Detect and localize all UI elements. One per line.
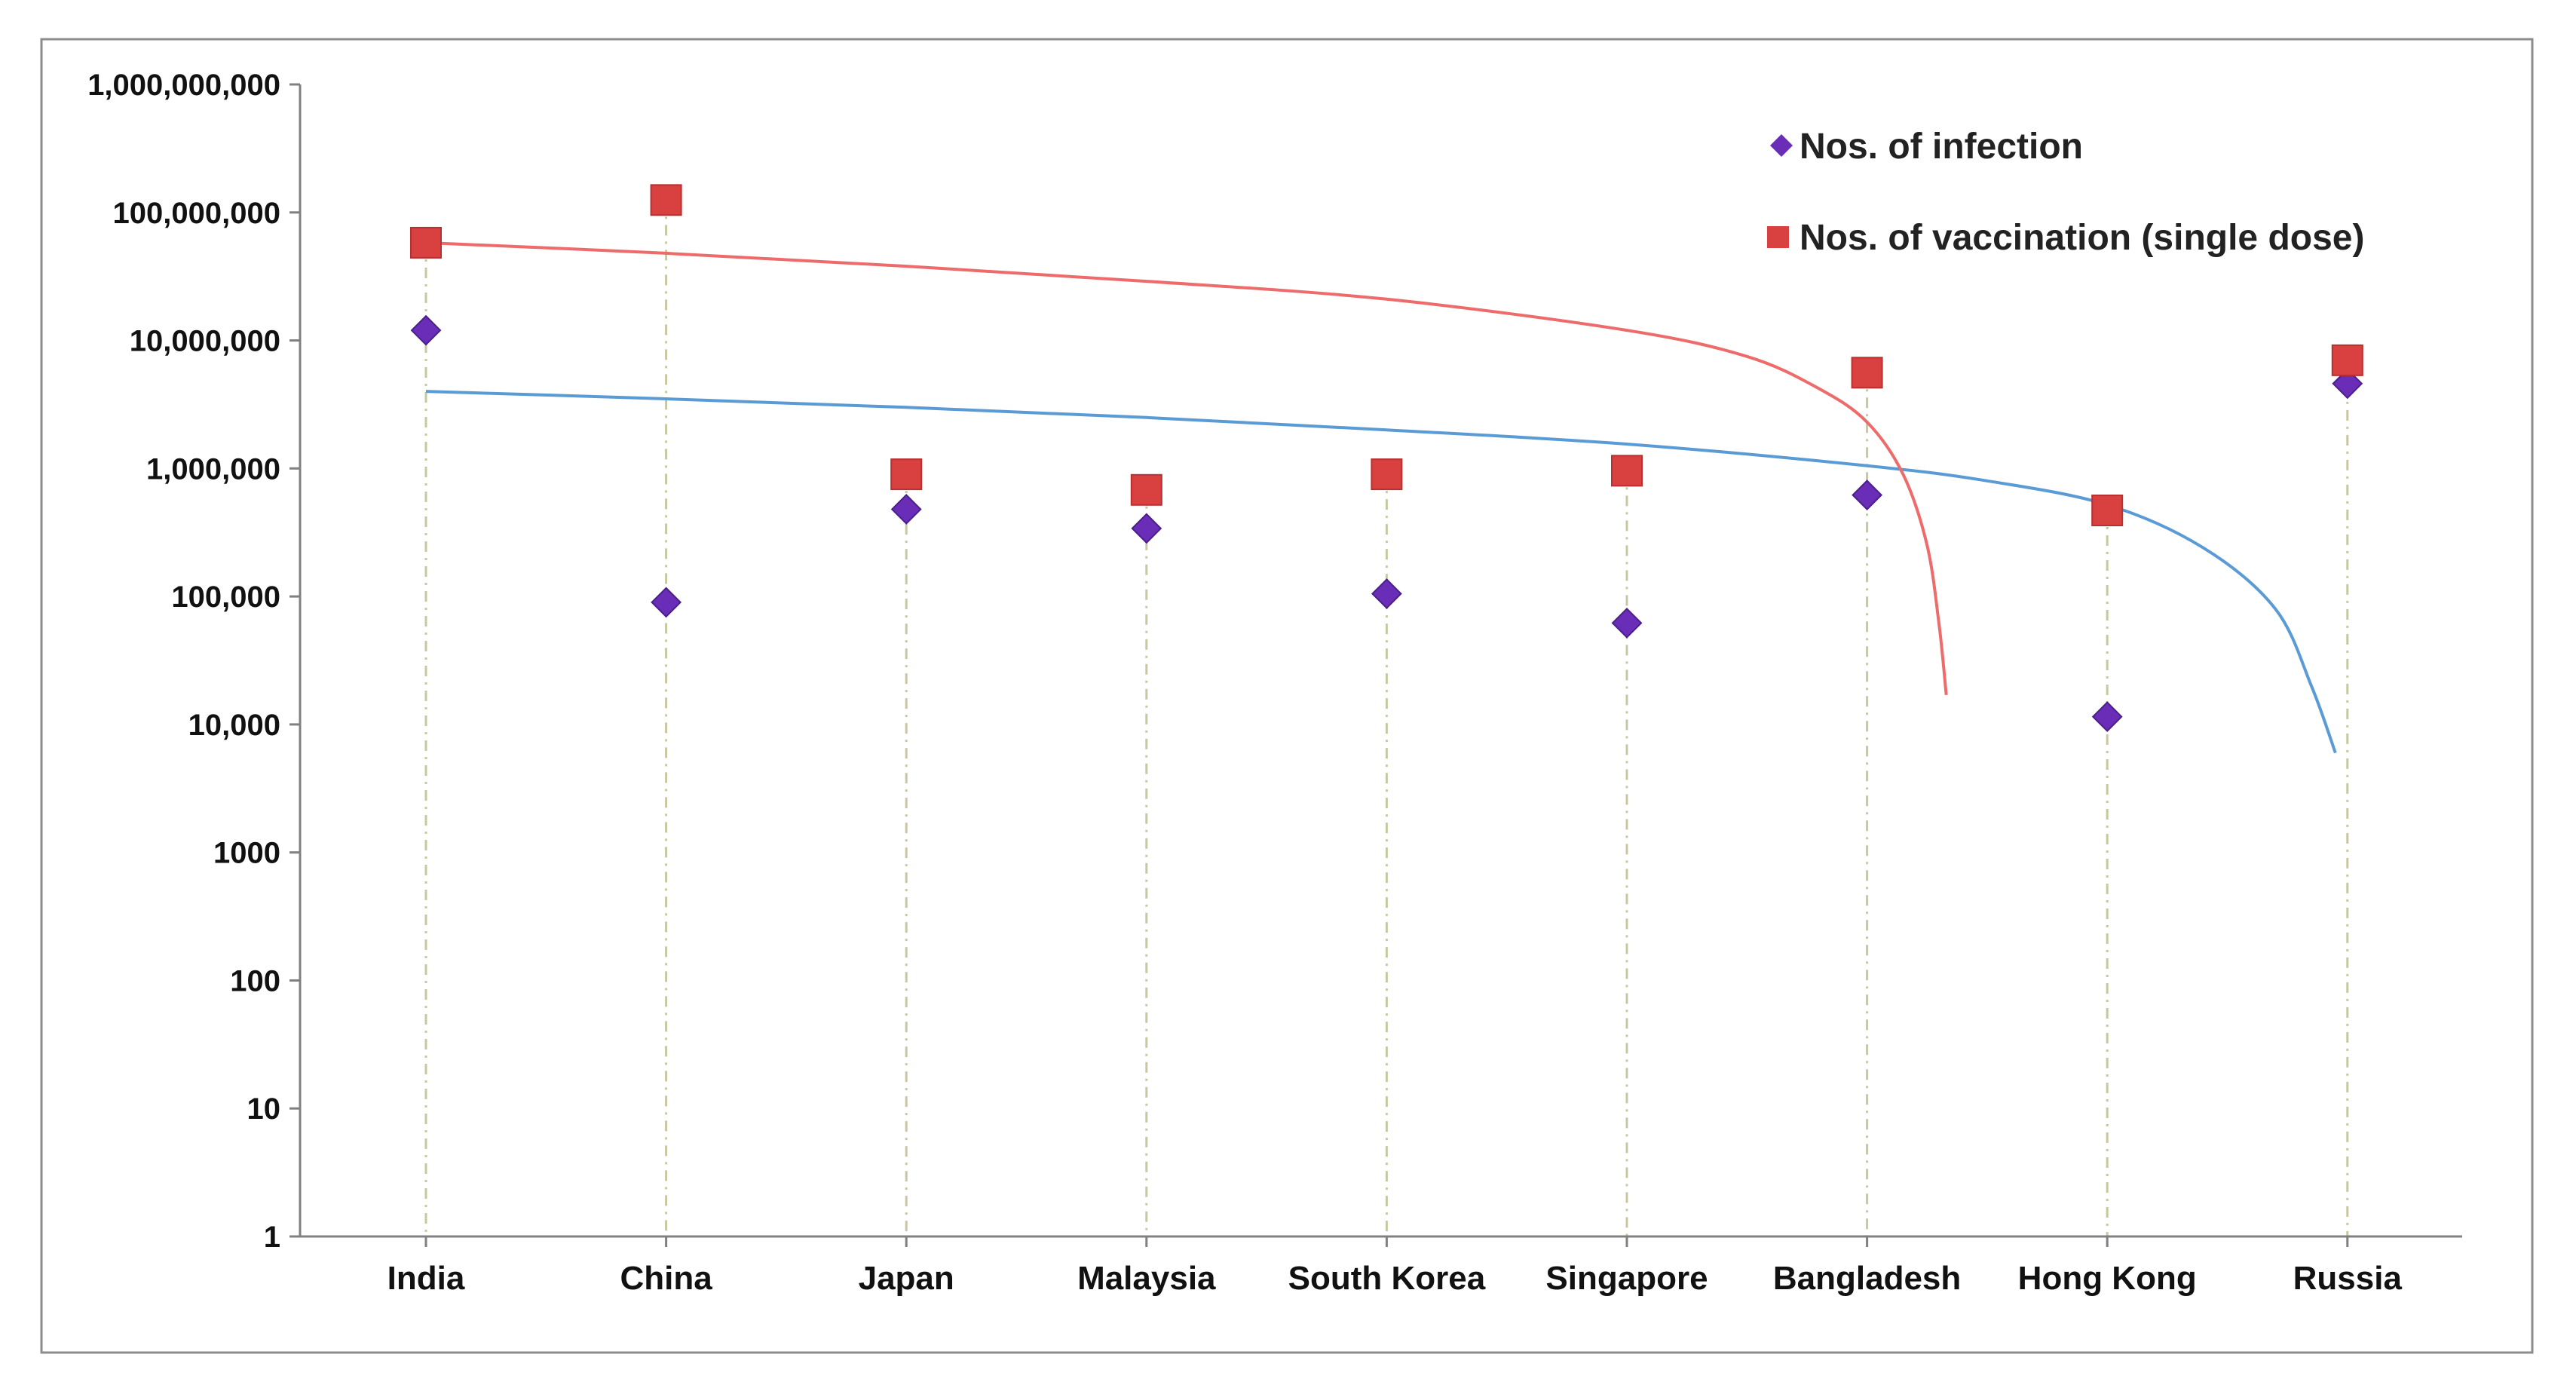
legend-square-icon	[1767, 226, 1789, 248]
vaccination-point	[2331, 344, 2363, 376]
y-tick-label: 10,000	[188, 709, 280, 742]
infection-point	[651, 587, 682, 618]
vaccination-point	[1851, 357, 1883, 389]
trendlines	[425, 241, 2337, 754]
y-tick-label: 100,000,000	[113, 197, 280, 230]
infection-point	[410, 314, 442, 346]
x-tick-label: South Korea	[1288, 1260, 1486, 1297]
x-axis-ticks: India China Japan Malaysia South Korea Singap…	[387, 1236, 2403, 1297]
vaccination-point	[1130, 473, 1162, 506]
infection-point	[2332, 368, 2363, 400]
vaccination-point	[410, 226, 442, 259]
x-tick-label: India	[387, 1260, 465, 1297]
y-tick-label: 100	[230, 964, 280, 997]
x-tick-label: Russia	[2293, 1260, 2403, 1297]
legend-label-vaccination: Nos. of vaccination (single dose)	[1800, 218, 2364, 258]
y-tick-label: 10,000,000	[130, 325, 280, 358]
x-tick-label: Japan	[859, 1260, 954, 1297]
infection-point	[1611, 607, 1643, 639]
trendline	[425, 390, 2337, 754]
axes	[299, 84, 2462, 1238]
legend-diamond-icon	[1770, 134, 1793, 157]
vaccination-point	[890, 458, 923, 491]
legend-label-infection: Nos. of infection	[1800, 127, 2083, 167]
infection-point	[1371, 578, 1402, 609]
vaccination-point	[650, 184, 682, 216]
x-tick-label: Hong Kong	[2018, 1260, 2197, 1297]
y-tick-label: 1,000,000	[146, 452, 280, 486]
y-axis-ticks: 1 10 100 1000 10,000 100,000 1,000,000 10,000,0…	[87, 69, 300, 1254]
infection-point	[1131, 513, 1162, 544]
vaccination-point	[1611, 455, 1643, 487]
y-tick-label: 1000	[213, 837, 280, 870]
x-tick-label: China	[620, 1260, 712, 1297]
x-tick-label: Singapore	[1545, 1260, 1708, 1297]
x-tick-label: Bangladesh	[1773, 1260, 1961, 1297]
trendline	[425, 241, 1948, 696]
legend: Nos. of infection Nos. of vaccination (s…	[1767, 127, 2364, 258]
y-tick-label: 1	[264, 1221, 280, 1254]
y-tick-label: 100,000	[171, 581, 280, 614]
infection-point	[890, 494, 922, 525]
infection-point	[1852, 480, 1883, 510]
vaccination-point	[1371, 458, 1403, 491]
x-tick-label: Malaysia	[1077, 1260, 1216, 1297]
y-tick-label: 1,000,000,000	[87, 69, 280, 102]
vaccination-point	[2091, 495, 2124, 527]
drop-lines	[424, 200, 2349, 1236]
data-markers	[410, 184, 2363, 732]
infection-point	[2091, 701, 2123, 732]
chart-frame	[40, 38, 2534, 1354]
y-tick-label: 10	[247, 1092, 281, 1126]
